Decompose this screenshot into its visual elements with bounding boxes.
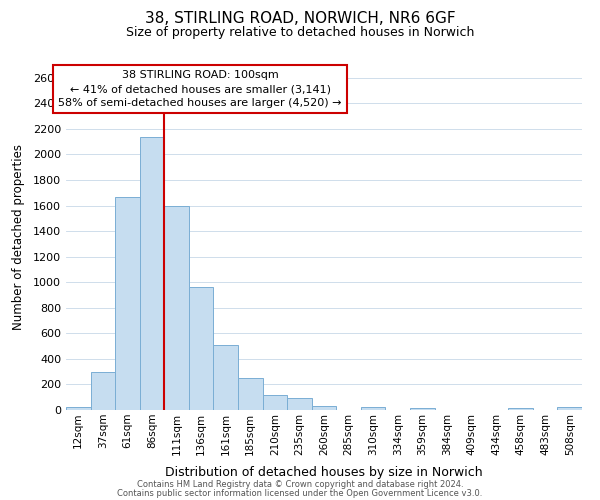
- Bar: [361, 408, 385, 410]
- Bar: [312, 406, 336, 410]
- Bar: [557, 408, 582, 410]
- X-axis label: Distribution of detached houses by size in Norwich: Distribution of detached houses by size …: [165, 466, 483, 479]
- Bar: [238, 378, 263, 410]
- Y-axis label: Number of detached properties: Number of detached properties: [11, 144, 25, 330]
- Bar: [189, 288, 214, 410]
- Bar: [91, 372, 115, 410]
- Bar: [508, 408, 533, 410]
- Bar: [214, 346, 238, 410]
- Text: 38 STIRLING ROAD: 100sqm
← 41% of detached houses are smaller (3,141)
58% of sem: 38 STIRLING ROAD: 100sqm ← 41% of detach…: [58, 70, 342, 108]
- Bar: [287, 398, 312, 410]
- Bar: [263, 394, 287, 410]
- Bar: [140, 137, 164, 410]
- Text: Contains HM Land Registry data © Crown copyright and database right 2024.: Contains HM Land Registry data © Crown c…: [137, 480, 463, 489]
- Text: Size of property relative to detached houses in Norwich: Size of property relative to detached ho…: [126, 26, 474, 39]
- Text: 38, STIRLING ROAD, NORWICH, NR6 6GF: 38, STIRLING ROAD, NORWICH, NR6 6GF: [145, 11, 455, 26]
- Bar: [164, 206, 189, 410]
- Bar: [115, 198, 140, 410]
- Bar: [66, 408, 91, 410]
- Text: Contains public sector information licensed under the Open Government Licence v3: Contains public sector information licen…: [118, 488, 482, 498]
- Bar: [410, 408, 434, 410]
